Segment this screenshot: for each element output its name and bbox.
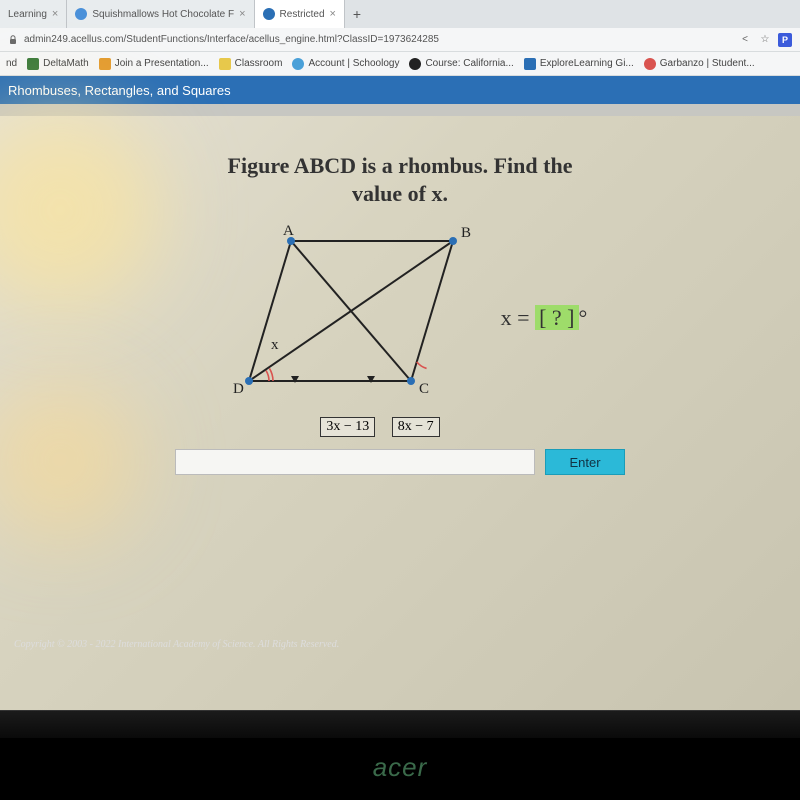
bookmark-icon [409,58,421,70]
tab-label: Squishmallows Hot Chocolate F [92,9,234,20]
enter-button[interactable]: Enter [545,449,625,475]
divider [0,104,800,116]
bookmark-icon [219,58,231,70]
svg-text:D: D [233,381,244,397]
tab-label: Restricted [280,9,325,20]
lesson-title: Rhombuses, Rectangles, and Squares [8,83,231,98]
lesson-title-bar: Rhombuses, Rectangles, and Squares [0,76,800,104]
question-text: Figure ABCD is a rhombus. Find the value… [0,152,800,207]
bookmark-explorelearning[interactable]: ExploreLearning Gi... [524,58,634,70]
bookmark-join-presentation[interactable]: Join a Presentation... [99,58,209,70]
bookmark-classroom[interactable]: Classroom [219,58,283,70]
star-icon[interactable]: ☆ [758,33,772,47]
bookmark-icon [644,58,656,70]
tab-squishmallows[interactable]: Squishmallows Hot Chocolate F × [67,0,254,28]
bookmark-truncated[interactable]: nd [6,58,17,69]
bookmark-icon [524,58,536,70]
svg-text:x: x [271,337,279,353]
question-area: Figure ABCD is a rhombus. Find the value… [0,116,800,475]
bookmarks-bar: nd DeltaMath Join a Presentation... Clas… [0,52,800,76]
laptop-brand: acer [373,752,428,783]
bookmark-course-california[interactable]: Course: California... [409,58,513,70]
tab-label: Learning [8,9,47,20]
url-text: admin249.acellus.com/StudentFunctions/In… [24,34,439,45]
expression-labels: 3x − 13 8x − 7 [140,417,620,437]
expr-adc: 3x − 13 [320,417,375,437]
answer-expression: x = [ ? ]° [501,305,588,331]
bookmark-icon [292,58,304,70]
extension-badge[interactable]: P [778,33,792,47]
bookmark-deltamath[interactable]: DeltaMath [27,58,89,70]
site-icon [263,8,275,20]
new-tab-button[interactable]: + [345,0,369,28]
bookmark-garbanzo[interactable]: Garbanzo | Student... [644,58,755,70]
rhombus-figure: x A B C D [213,223,483,413]
copyright-text: Copyright © 2003 - 2022 International Ac… [14,639,339,650]
share-icon[interactable]: < [738,33,752,47]
close-icon[interactable]: × [52,8,58,20]
close-icon[interactable]: × [330,8,336,20]
answer-input[interactable] [175,449,535,475]
globe-icon [75,8,87,20]
svg-text:C: C [419,381,429,397]
bookmark-schoology[interactable]: Account | Schoology [292,58,399,70]
lock-icon [8,35,18,45]
bookmark-icon [27,58,39,70]
browser-tabstrip: Learning × Squishmallows Hot Chocolate F… [0,0,800,28]
tab-restricted[interactable]: Restricted × [255,0,345,28]
svg-text:B: B [461,225,471,241]
laptop-chassis: acer [0,710,800,800]
svg-text:A: A [283,223,294,239]
bookmark-icon [99,58,111,70]
address-bar[interactable]: admin249.acellus.com/StudentFunctions/In… [0,28,800,52]
answer-placeholder: [ ? ] [535,305,578,330]
tab-learning[interactable]: Learning × [0,0,67,28]
expr-acb: 8x − 7 [392,417,440,437]
close-icon[interactable]: × [239,8,245,20]
